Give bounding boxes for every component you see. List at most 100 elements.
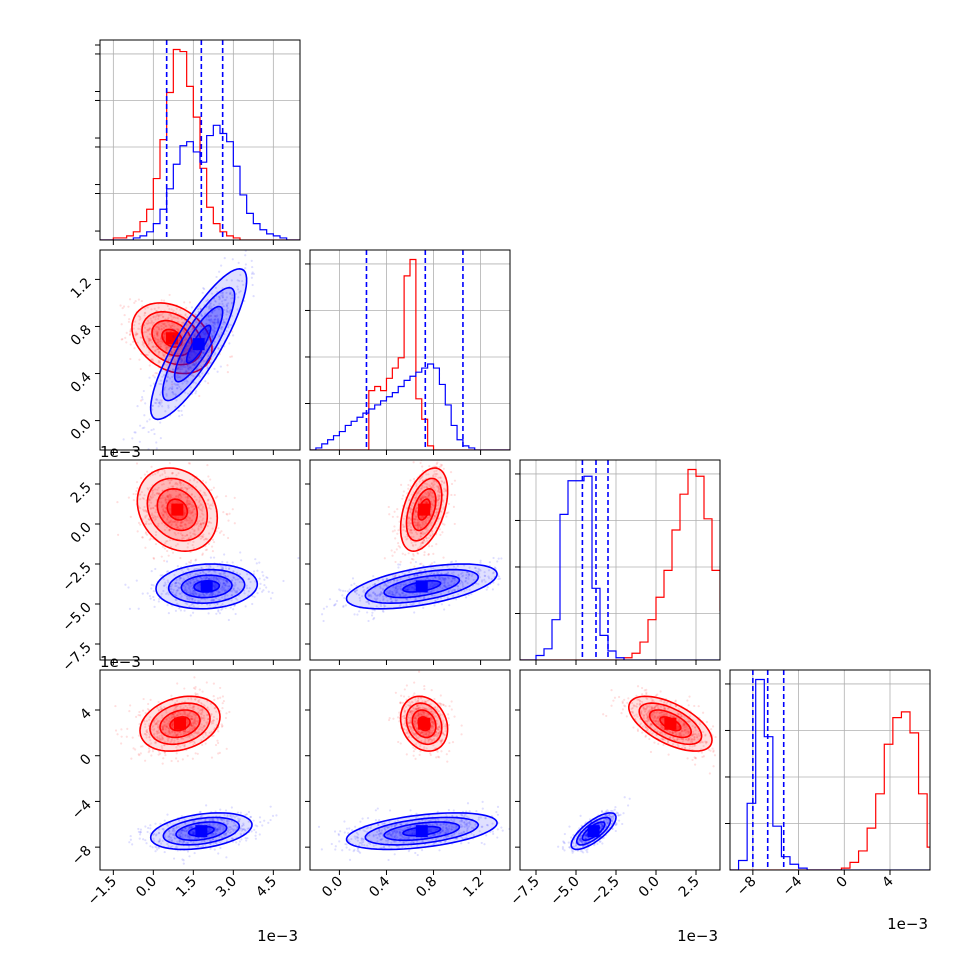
scatter-point [200, 566, 203, 569]
scatter-point [224, 495, 228, 498]
scatter-point [200, 365, 203, 368]
scatter-point [207, 354, 210, 357]
scatter-point [452, 571, 455, 574]
scatter-point [394, 586, 397, 589]
scatter-point [431, 582, 434, 585]
scatter-point [174, 523, 177, 527]
scatter-point [150, 522, 153, 525]
scatter-point [400, 592, 404, 595]
scatter-point [412, 501, 415, 505]
scatter-point [387, 505, 390, 509]
scatter-point [171, 471, 174, 475]
scatter-point [417, 491, 420, 494]
scatter-point [187, 591, 190, 594]
scatter-point [389, 581, 392, 584]
scatter-point [490, 578, 493, 581]
scatter-point [461, 582, 464, 585]
scatter-point [158, 402, 161, 405]
scatter-point [226, 561, 229, 564]
scatter-point [420, 496, 424, 499]
scatter-point [420, 476, 423, 479]
scatter-point [149, 499, 152, 502]
scatter-point [225, 747, 228, 750]
scatter-point [161, 322, 165, 326]
scatter-point [133, 324, 136, 327]
scatter-point [421, 494, 424, 497]
scatter-point [204, 329, 207, 332]
scatter-point [216, 590, 219, 593]
scatter-point [407, 516, 410, 519]
scatter-point [177, 366, 180, 369]
scatter-point [155, 441, 158, 444]
scatter-point [244, 267, 247, 270]
scatter-point [417, 490, 420, 493]
scatter-point [213, 367, 216, 370]
scatter-point [161, 513, 165, 517]
scatter-point [161, 315, 165, 318]
scatter-point [422, 496, 425, 499]
scatter-point [452, 565, 456, 568]
scatter-point [207, 578, 210, 581]
red-contour [156, 487, 199, 532]
scatter-point [453, 582, 456, 585]
scatter-point [453, 577, 457, 580]
scatter-point [179, 577, 182, 580]
scatter-point [186, 503, 189, 506]
scatter-point [174, 343, 177, 346]
scatter-point [416, 523, 419, 526]
scatter-point [207, 350, 211, 353]
scatter-point [243, 592, 246, 595]
scatter-point [227, 519, 230, 522]
scatter-point [378, 594, 381, 597]
scatter-point [215, 577, 218, 580]
scatter-point [181, 359, 184, 362]
scatter-point [199, 489, 202, 492]
scatter-point [177, 375, 180, 379]
scatter-point [181, 534, 184, 537]
scatter-point [199, 335, 202, 338]
scatter-point [438, 465, 441, 469]
scatter-point [450, 579, 454, 583]
scatter-point [446, 576, 450, 579]
scatter-point [127, 305, 130, 308]
scatter-point [170, 583, 174, 586]
scatter-point [151, 493, 154, 496]
red-peak-bin [171, 503, 184, 516]
scatter-point [222, 581, 225, 585]
scatter-panel-3-0 [99, 669, 301, 871]
scatter-point [189, 572, 192, 575]
scatter-point [159, 474, 162, 477]
scatter-point [435, 485, 438, 488]
scatter-point [419, 461, 422, 465]
scatter-point [213, 351, 217, 354]
scatter-point [436, 582, 439, 585]
scatter-point [443, 577, 446, 580]
scatter-point [194, 573, 197, 576]
scatter-point [214, 352, 217, 356]
scatter-point [221, 566, 225, 569]
scatter-point [188, 502, 192, 506]
scatter-point [165, 560, 169, 563]
scatter-point [191, 506, 194, 509]
scatter-point [388, 589, 391, 593]
scatter-point [155, 498, 158, 501]
scatter-point [202, 286, 205, 290]
scatter-point [221, 567, 224, 570]
scatter-point [204, 333, 207, 337]
scatter-point [198, 586, 201, 589]
scatter-point [211, 311, 214, 314]
scatter-point [177, 328, 180, 332]
scatter-point [217, 317, 220, 321]
scatter-point [404, 594, 407, 597]
scatter-point [421, 497, 424, 500]
scatter-point [425, 500, 428, 504]
scatter-point [237, 288, 240, 291]
scatter-point [409, 526, 413, 529]
scatter-point [122, 305, 126, 308]
scatter-point [151, 404, 154, 407]
scatter-point [200, 512, 204, 515]
scatter-point [424, 520, 427, 524]
scatter-point [149, 338, 152, 341]
scatter-point [498, 577, 502, 580]
scatter-point [177, 532, 180, 535]
